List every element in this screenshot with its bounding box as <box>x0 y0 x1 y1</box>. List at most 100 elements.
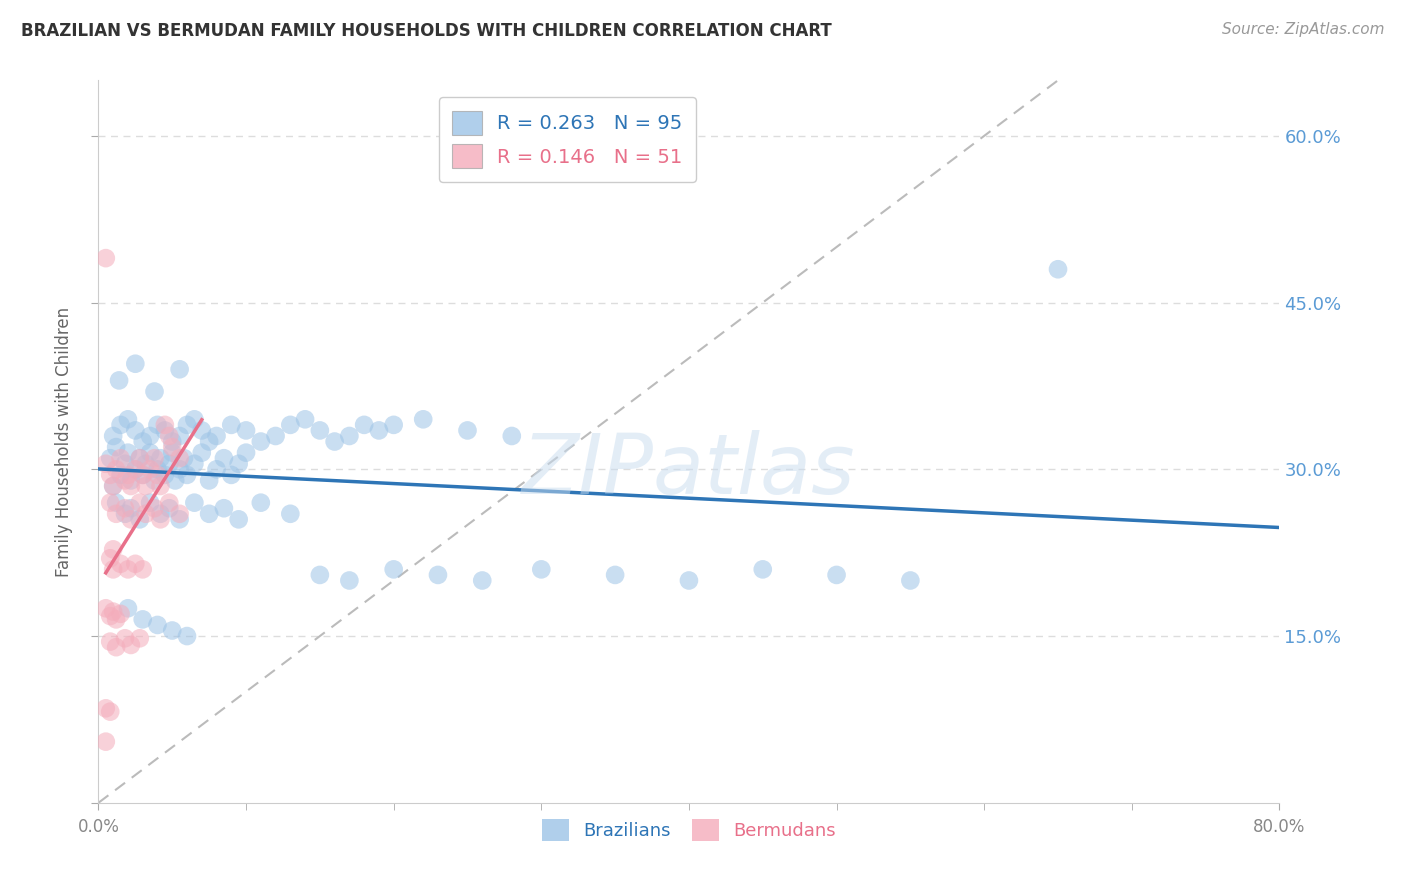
Point <box>120 479 142 493</box>
Point <box>900 574 922 588</box>
Point <box>339 574 361 588</box>
Point <box>149 512 172 526</box>
Point <box>103 429 125 443</box>
Point <box>105 440 128 454</box>
Point <box>169 451 191 466</box>
Point <box>94 251 117 265</box>
Point <box>94 734 117 748</box>
Point <box>382 562 405 576</box>
Point <box>176 417 198 432</box>
Point <box>825 568 848 582</box>
Point <box>309 568 332 582</box>
Point <box>169 429 191 443</box>
Point <box>323 434 346 449</box>
Point <box>135 457 157 471</box>
Point <box>339 429 361 443</box>
Point <box>103 479 125 493</box>
Point <box>678 574 700 588</box>
Point <box>135 507 157 521</box>
Point <box>457 424 479 438</box>
Point <box>368 424 391 438</box>
Point <box>98 467 121 482</box>
Point <box>98 609 121 624</box>
Point <box>110 451 132 466</box>
Point <box>139 496 162 510</box>
Point <box>294 412 316 426</box>
Point <box>169 362 191 376</box>
Point <box>98 705 121 719</box>
Point <box>139 445 162 459</box>
Point <box>105 507 128 521</box>
Point <box>117 562 139 576</box>
Point <box>149 451 172 466</box>
Point <box>157 501 180 516</box>
Point <box>153 424 176 438</box>
Point <box>153 467 176 482</box>
Point <box>132 562 155 576</box>
Point <box>165 474 187 488</box>
Point <box>117 445 139 459</box>
Point <box>120 474 142 488</box>
Point <box>143 501 166 516</box>
Point <box>132 612 155 626</box>
Point <box>124 462 146 476</box>
Point <box>157 429 180 443</box>
Point <box>382 417 405 432</box>
Point <box>128 512 150 526</box>
Point <box>752 562 775 576</box>
Point <box>94 457 117 471</box>
Point <box>198 507 221 521</box>
Point <box>191 445 214 459</box>
Point <box>157 496 180 510</box>
Point <box>98 451 121 466</box>
Point <box>162 445 183 459</box>
Point <box>157 457 180 471</box>
Point <box>114 474 136 488</box>
Point <box>110 557 132 571</box>
Point <box>205 429 228 443</box>
Point <box>120 501 142 516</box>
Point <box>139 462 162 476</box>
Point <box>212 451 235 466</box>
Point <box>149 479 172 493</box>
Legend: Brazilians, Bermudans: Brazilians, Bermudans <box>534 812 844 848</box>
Point <box>146 618 169 632</box>
Point <box>183 457 205 471</box>
Point <box>105 496 128 510</box>
Point <box>114 501 136 516</box>
Point <box>98 551 121 566</box>
Point <box>162 624 183 638</box>
Y-axis label: Family Households with Children: Family Households with Children <box>55 307 73 576</box>
Point <box>128 632 150 646</box>
Point <box>105 612 128 626</box>
Point <box>105 462 128 476</box>
Point <box>183 412 205 426</box>
Point <box>124 357 146 371</box>
Point <box>264 429 287 443</box>
Point <box>162 434 183 449</box>
Point <box>103 562 125 576</box>
Point <box>146 462 169 476</box>
Point <box>117 412 139 426</box>
Point <box>530 562 553 576</box>
Point <box>124 557 146 571</box>
Point <box>162 440 183 454</box>
Point <box>117 601 139 615</box>
Point <box>212 501 235 516</box>
Point <box>173 451 195 466</box>
Point <box>94 601 117 615</box>
Point <box>501 429 523 443</box>
Point <box>353 417 375 432</box>
Point <box>103 605 125 619</box>
Point <box>176 467 198 482</box>
Point <box>114 632 136 646</box>
Point <box>105 640 128 655</box>
Point <box>205 462 228 476</box>
Point <box>149 507 172 521</box>
Point <box>98 496 121 510</box>
Point <box>169 462 191 476</box>
Point <box>250 434 273 449</box>
Point <box>605 568 627 582</box>
Point <box>108 373 131 387</box>
Point <box>412 412 434 426</box>
